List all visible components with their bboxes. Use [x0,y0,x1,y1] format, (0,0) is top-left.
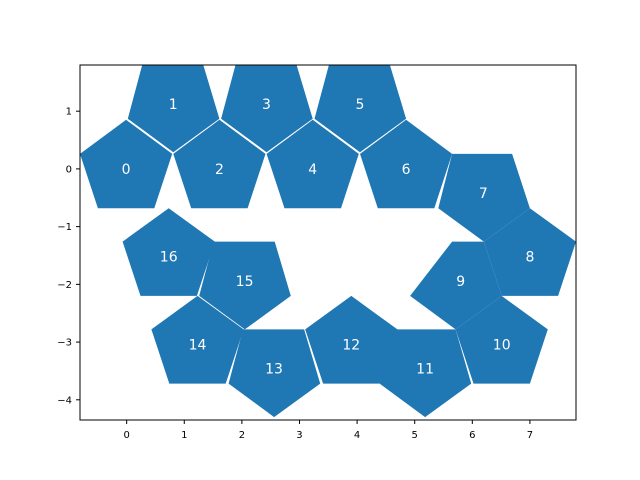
pentagon-2 [173,119,266,209]
pentagon-13 [228,329,321,418]
x-tick-label: 1 [181,430,187,441]
pentagon-11 [379,329,472,418]
pentagon-9 [410,241,502,330]
pentagon-8 [483,208,576,296]
pentagon-3 [221,65,313,153]
pentagon-label-7: 7 [479,186,488,202]
pentagon-label-8: 8 [525,250,534,266]
pentagon-1 [127,65,220,153]
pentagon-label-4: 4 [308,162,317,178]
y-axis-ticks: 1 0 −1 −2 −3 −4 [57,107,80,406]
pentagon-label-16: 16 [160,250,178,266]
pentagon-label-3: 3 [262,97,271,113]
pentagon-label-13: 13 [265,362,283,378]
y-tick-label: −1 [57,222,72,233]
pentagon-7 [438,153,530,242]
pentagon-label-5: 5 [355,97,364,113]
x-tick-label: 6 [469,430,475,441]
y-tick-label: −4 [57,395,72,406]
pentagon-12 [305,295,398,384]
pentagon-label-14: 14 [189,337,207,353]
pentagon-5 [314,65,407,153]
x-tick-label: 5 [412,430,418,441]
y-tick-label: 0 [66,164,72,175]
pentagon-label-9: 9 [456,274,465,290]
pentagon-6 [360,119,453,209]
pentagon-label-1: 1 [169,97,178,113]
pentagon-label-10: 10 [493,337,511,353]
axes-frame [79,64,577,421]
pentagon-14 [151,295,244,384]
y-tick-label: 1 [66,107,72,118]
y-tick-label: −2 [57,280,72,291]
pentagon-label-0: 0 [122,162,131,178]
pentagon-10 [455,295,548,384]
x-tick-label: 2 [239,430,245,441]
pentagon-label-11: 11 [416,362,434,378]
pentagon-label-6: 6 [402,162,411,178]
y-tick-label: −3 [57,338,72,349]
pentagon-label-2: 2 [215,162,224,178]
pentagon-label-15: 15 [236,274,254,290]
pentagon-15 [199,241,291,330]
x-axis-ticks: 0 1 2 3 4 5 6 7 [123,420,533,441]
pentagon-0 [80,119,173,209]
x-tick-label: 3 [296,430,302,441]
pentagon-16 [122,208,215,296]
x-tick-label: 0 [123,430,129,441]
polygon-layer [80,65,576,418]
pentagon-label-12: 12 [342,337,360,353]
x-tick-label: 4 [354,430,360,441]
pentagon-4 [266,119,359,209]
x-tick-label: 7 [527,430,533,441]
